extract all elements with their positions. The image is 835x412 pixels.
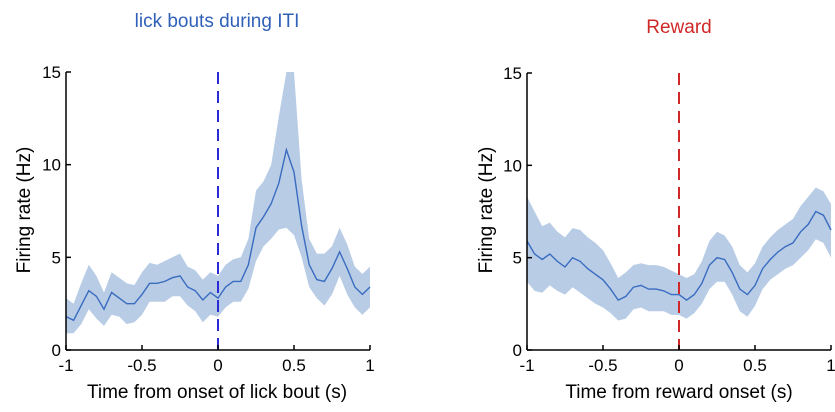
x-tick-label: 1 (826, 356, 835, 375)
x-tick-label: -1 (58, 356, 73, 375)
y-tick-label: 15 (503, 64, 522, 83)
panel-lick-bouts: lick bouts during ITI Firing rate (Hz) T… (14, 11, 375, 403)
y-tick-label: 0 (52, 341, 61, 360)
panel-reward: Reward Firing rate (Hz) Time from reward… (476, 17, 835, 403)
x-axis-label: Time from onset of lick bout (s) (87, 382, 347, 403)
y-tick-label: 10 (42, 156, 61, 175)
y-axis-label: Firing rate (Hz) (14, 147, 35, 274)
x-tick-label: -0.5 (127, 356, 156, 375)
x-tick-label: 1 (365, 356, 374, 375)
y-tick-label: 10 (503, 156, 522, 175)
x-tick-label: 0 (674, 356, 683, 375)
y-tick-label: 0 (513, 341, 522, 360)
x-tick-label: -0.5 (588, 356, 617, 375)
error-band-0 (66, 72, 370, 334)
x-axis-label: Time from reward onset (s) (565, 382, 792, 403)
x-tick-label: -1 (519, 356, 534, 375)
y-tick-label: 5 (52, 248, 61, 267)
y-tick-label: 5 (513, 249, 522, 268)
chart-title: Reward (646, 17, 711, 38)
mean-line-0 (526, 210, 832, 301)
chart-title: lick bouts during ITI (135, 11, 300, 32)
y-axis-label: Firing rate (Hz) (476, 147, 497, 274)
x-tick-label: 0.5 (743, 356, 767, 375)
x-tick-label: 0 (213, 356, 222, 375)
x-tick-label: 0.5 (282, 356, 306, 375)
y-tick-label: 15 (42, 63, 61, 82)
error-band-0 (527, 187, 831, 321)
mean-line-0 (65, 147, 371, 322)
